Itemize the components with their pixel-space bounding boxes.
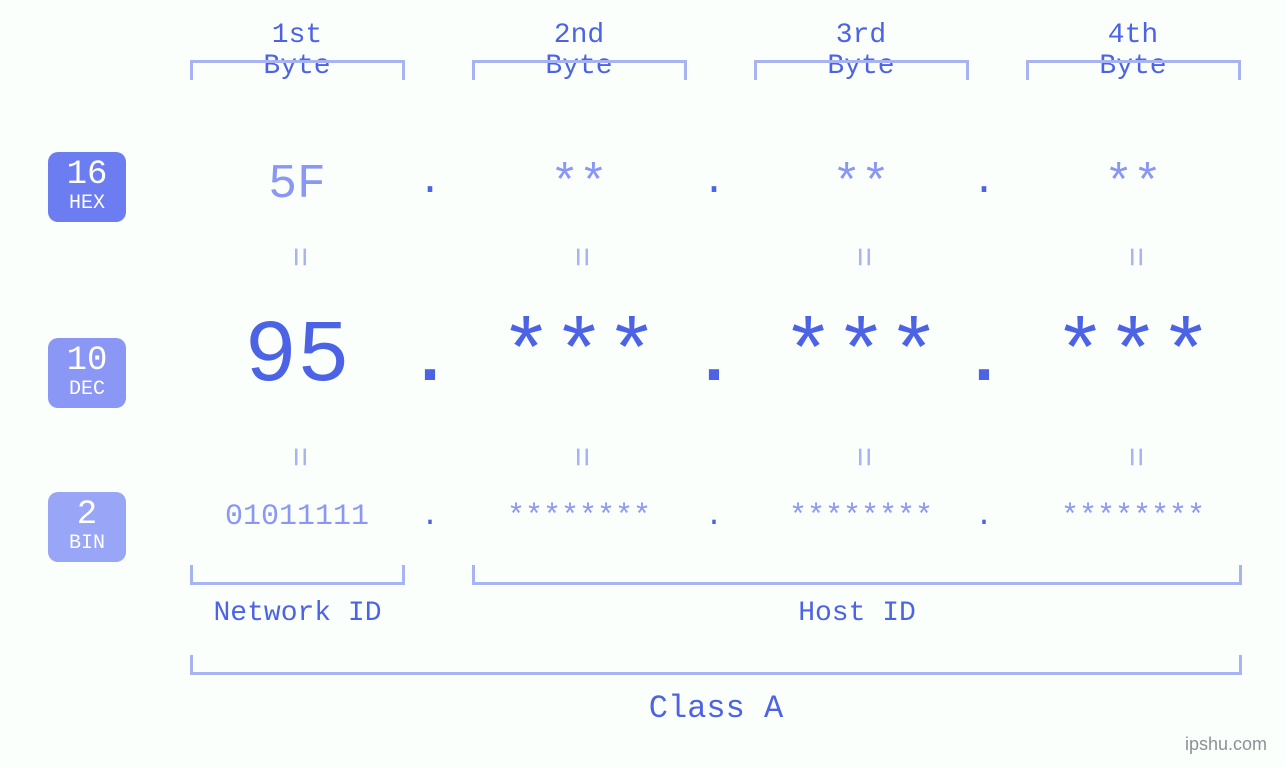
dec-byte-1: 95 [177,308,417,407]
top-bracket-2 [472,60,687,80]
hex-byte-1: 5F [197,158,397,212]
watermark: ipshu.com [1185,734,1267,755]
base-label-dec: DEC [48,380,126,400]
base-badge-bin: 2 BIN [48,492,126,562]
eq-hex-dec-4: = [1114,242,1152,272]
base-num-dec: 10 [48,344,126,378]
top-bracket-3 [754,60,969,80]
bin-dot-3: . [969,500,999,534]
dec-byte-3: *** [741,308,981,407]
network-id-bracket [190,565,405,585]
class-label: Class A [190,690,1242,727]
base-num-bin: 2 [48,498,126,532]
base-label-bin: BIN [48,534,126,554]
network-id-label: Network ID [190,598,405,629]
base-num-hex: 16 [48,158,126,192]
eq-hex-dec-3: = [842,242,880,272]
dec-byte-4: *** [1013,308,1253,407]
base-label-hex: HEX [48,194,126,214]
class-bracket [190,655,1242,675]
bin-byte-4: ******** [1013,500,1253,534]
base-badge-dec: 10 DEC [48,338,126,408]
bin-dot-1: . [415,500,445,534]
eq-dec-bin-2: = [560,442,598,472]
eq-dec-bin-3: = [842,442,880,472]
hex-dot-2: . [699,160,729,205]
ip-diagram: 1st Byte 2nd Byte 3rd Byte 4th Byte 16 H… [0,0,1285,767]
hex-byte-3: ** [761,158,961,212]
hex-byte-2: ** [479,158,679,212]
top-bracket-4 [1026,60,1241,80]
top-bracket-1 [190,60,405,80]
dec-dot-3: . [959,320,1009,402]
dec-dot-2: . [689,320,739,402]
eq-dec-bin-1: = [278,442,316,472]
bin-byte-3: ******** [741,500,981,534]
hex-byte-4: ** [1033,158,1233,212]
bin-byte-2: ******** [459,500,699,534]
dec-dot-1: . [405,320,455,402]
eq-hex-dec-1: = [278,242,316,272]
bin-byte-1: 01011111 [177,500,417,534]
eq-dec-bin-4: = [1114,442,1152,472]
host-id-label: Host ID [472,598,1242,629]
base-badge-hex: 16 HEX [48,152,126,222]
dec-byte-2: *** [459,308,699,407]
bin-dot-2: . [699,500,729,534]
eq-hex-dec-2: = [560,242,598,272]
hex-dot-1: . [415,160,445,205]
host-id-bracket [472,565,1242,585]
hex-dot-3: . [969,160,999,205]
